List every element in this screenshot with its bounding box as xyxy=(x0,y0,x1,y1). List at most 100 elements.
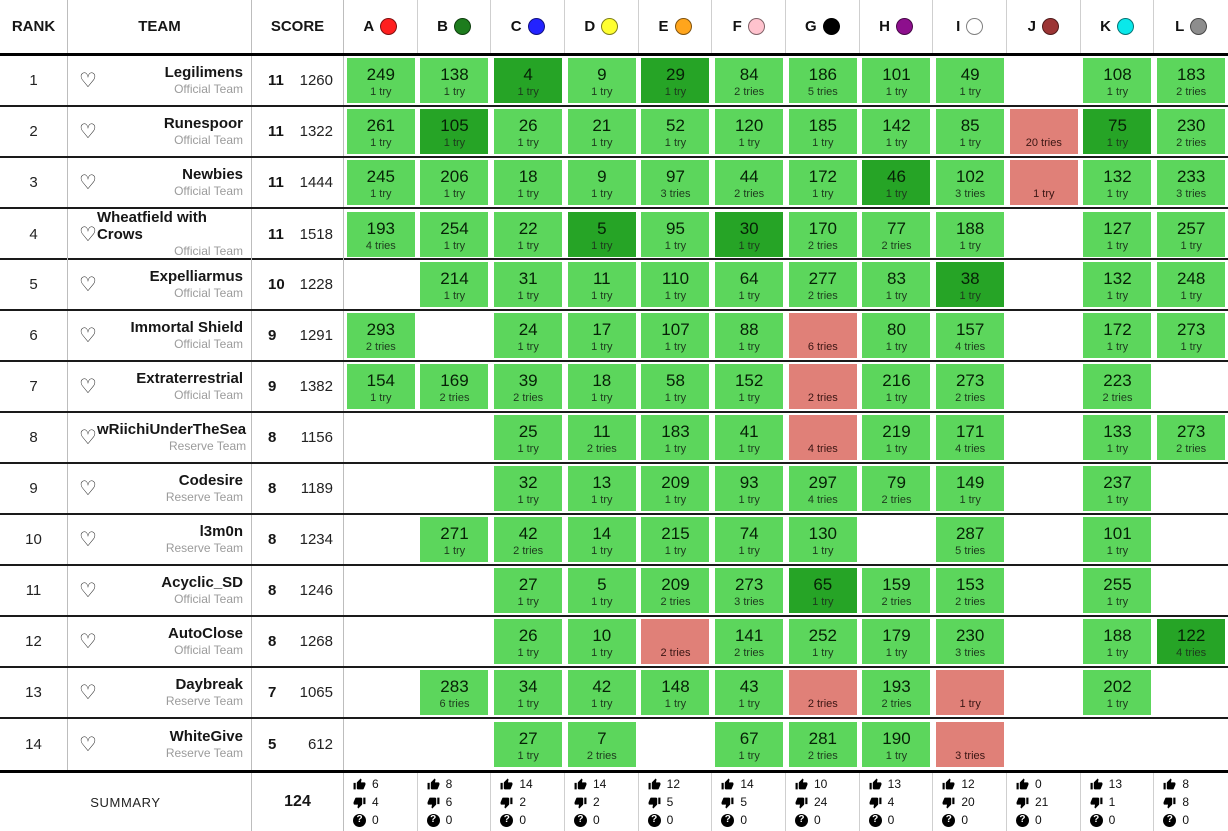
attempt-box: 74 1 try xyxy=(715,517,784,562)
thumbs-down-icon xyxy=(869,797,882,808)
attempt-box: 64 1 try xyxy=(715,262,784,307)
team-row-4: 4 ♡ Wheatfield with Crows Official Team 11 15… xyxy=(0,209,1228,260)
problem-header-E[interactable]: E xyxy=(639,0,713,53)
result-cell-C: 42 2 tries xyxy=(491,515,565,564)
favorite-heart-icon[interactable]: ♡ xyxy=(79,733,97,756)
team-type-label: Official Team xyxy=(174,81,243,96)
rank-cell: 13 xyxy=(0,668,68,717)
favorite-heart-icon[interactable]: ♡ xyxy=(79,223,97,246)
summary-stats-A: 6 4 ? 0 xyxy=(344,773,418,831)
problem-header-L[interactable]: L xyxy=(1154,0,1228,53)
solve-time: 84 xyxy=(739,65,759,84)
thumbs-down-count: 21 xyxy=(1016,795,1080,810)
attempt-box: 153 2 tries xyxy=(936,568,1005,613)
attempt-box: 277 2 tries xyxy=(788,262,857,307)
attempt-box: 27 1 try xyxy=(494,568,563,613)
problem-header-G[interactable]: G xyxy=(786,0,860,53)
attempt-box: 41 1 try xyxy=(715,415,784,460)
solve-time: 223 xyxy=(1103,371,1132,390)
thumbs-up-count: 8 xyxy=(1163,777,1228,792)
solved-count: 11 xyxy=(268,72,284,89)
problem-header-K[interactable]: K xyxy=(1081,0,1155,53)
tries-count: 1 try xyxy=(517,341,539,353)
problem-header-D[interactable]: D xyxy=(565,0,639,53)
problem-header-H[interactable]: H xyxy=(860,0,934,53)
unknown-count: ? 0 xyxy=(500,813,564,828)
result-cell-G: 172 1 try xyxy=(786,158,860,207)
problem-header-F[interactable]: F xyxy=(712,0,786,53)
favorite-heart-icon[interactable]: ♡ xyxy=(79,681,97,704)
tries-count: 1 try xyxy=(664,137,687,149)
attempt-box: 11 2 tries xyxy=(567,415,636,460)
favorite-heart-icon[interactable]: ♡ xyxy=(79,375,97,398)
favorite-heart-icon[interactable]: ♡ xyxy=(79,171,97,194)
attempt-box: 254 1 try xyxy=(420,212,489,257)
attempt-box: 18 1 try xyxy=(494,160,563,205)
solve-time: 5 xyxy=(597,219,607,238)
result-cell-C: 27 1 try xyxy=(491,719,565,770)
result-cell-L xyxy=(1154,464,1228,513)
favorite-heart-icon[interactable]: ♡ xyxy=(79,579,97,602)
solve-time: 277 xyxy=(808,269,837,288)
rank-cell: 2 xyxy=(0,107,68,156)
solve-time: 183 xyxy=(1176,65,1206,84)
attempt-box: 95 1 try xyxy=(641,212,710,257)
rank-cell: 6 xyxy=(0,311,68,360)
team-type-label: Official Team xyxy=(174,132,243,147)
problem-header-B[interactable]: B xyxy=(418,0,492,53)
favorite-heart-icon[interactable]: ♡ xyxy=(79,120,97,143)
result-cell-J xyxy=(1007,260,1081,309)
team-names: l3m0n Reserve Team xyxy=(97,523,243,557)
rank-cell: 14 xyxy=(0,719,68,770)
question-icon: ? xyxy=(1089,813,1103,827)
tries-count: 2 tries xyxy=(807,392,838,404)
attempt-box: 273 2 tries xyxy=(936,364,1005,409)
team-type-label: Official Team xyxy=(174,642,243,657)
favorite-heart-icon[interactable]: ♡ xyxy=(79,426,97,449)
attempt-box: 5 1 try xyxy=(567,568,636,613)
solve-time: 67 xyxy=(739,729,759,748)
thumbs-up-count: 0 xyxy=(1016,777,1080,792)
result-cell-A: 245 1 try xyxy=(344,158,418,207)
penalty-time: 1260 xyxy=(299,72,333,89)
result-cell-K: 255 1 try xyxy=(1081,566,1155,615)
summary-stats-E: 12 5 ? 0 xyxy=(639,773,713,831)
attempt-box: 245 1 try xyxy=(346,160,415,205)
tries-count: 1 try xyxy=(443,290,466,302)
favorite-heart-icon[interactable]: ♡ xyxy=(79,273,97,296)
solve-time: 149 xyxy=(955,473,985,492)
attempt-box: 26 1 try xyxy=(494,109,563,154)
attempt-box: 179 1 try xyxy=(862,619,931,664)
problem-header-I[interactable]: I xyxy=(933,0,1007,53)
team-name: AutoClose xyxy=(168,624,243,642)
solve-time: 186 xyxy=(808,65,837,84)
problem-header-J[interactable]: J xyxy=(1007,0,1081,53)
attempt-box: 11 1 try xyxy=(567,262,636,307)
problem-header-A[interactable]: A xyxy=(344,0,418,53)
team-type-label: Reserve Team xyxy=(165,489,243,504)
problem-letter: G xyxy=(804,18,817,35)
favorite-heart-icon[interactable]: ♡ xyxy=(79,324,97,347)
problem-header-C[interactable]: C xyxy=(491,0,565,53)
result-cell-L xyxy=(1154,566,1228,615)
result-cell-H: 80 1 try xyxy=(860,311,934,360)
problem-color-icon xyxy=(966,18,984,35)
problem-color-icon xyxy=(674,18,692,35)
result-cell-D: 17 1 try xyxy=(565,311,639,360)
team-row-13: 13 ♡ Daybreak Reserve Team 7 1065 283 6 tries 34… xyxy=(0,668,1228,719)
result-cell-L: 122 4 tries xyxy=(1154,617,1228,666)
tries-count: 1 try xyxy=(959,86,981,98)
solve-time: 159 xyxy=(882,575,911,594)
favorite-heart-icon[interactable]: ♡ xyxy=(79,630,97,653)
favorite-heart-icon[interactable]: ♡ xyxy=(79,477,97,500)
solve-time: 18 xyxy=(518,167,538,186)
result-cell-F: 84 2 tries xyxy=(712,56,786,105)
result-cell-D: 5 1 try xyxy=(565,566,639,615)
team-name: Runespoor xyxy=(163,114,243,132)
result-cell-J xyxy=(1007,464,1081,513)
tries-count: 4 tries xyxy=(955,443,986,455)
favorite-heart-icon[interactable]: ♡ xyxy=(79,69,97,92)
favorite-heart-icon[interactable]: ♡ xyxy=(79,528,97,551)
tries-count: 6 tries xyxy=(807,341,838,353)
result-cell-I: 230 3 tries xyxy=(933,617,1007,666)
